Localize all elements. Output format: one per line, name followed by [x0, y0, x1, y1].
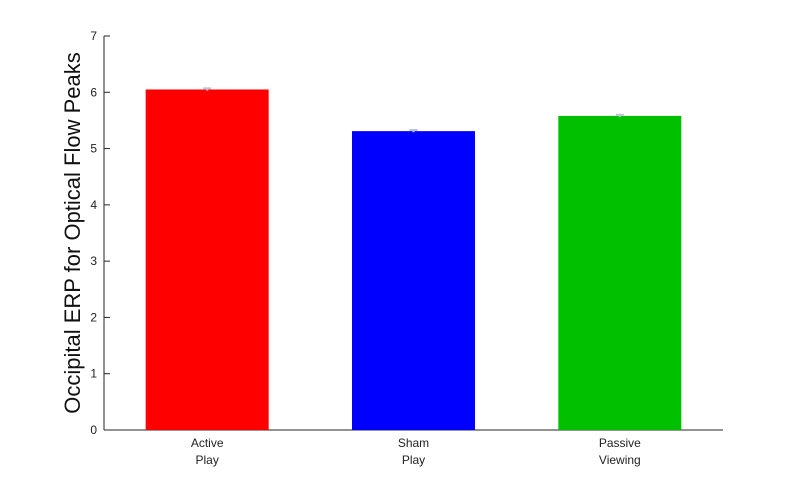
error-bars-group [203, 87, 624, 133]
x-tick-label: Sham Play [398, 436, 429, 467]
y-tick-label: 7 [90, 29, 97, 43]
y-tick-label: 1 [90, 367, 97, 381]
x-axis: Active Play Sham Play Passive Viewing [104, 424, 723, 467]
x-tick-label: Passive Viewing [599, 436, 641, 467]
bar [352, 131, 475, 430]
y-tick-label: 6 [90, 85, 97, 99]
bar [145, 89, 269, 430]
y-axis-title: Occipital ERP for Optical Flow Peaks [60, 52, 85, 414]
bars-group [145, 89, 682, 430]
y-tick-label: 4 [90, 198, 97, 212]
y-tick-label: 5 [90, 142, 97, 156]
y-tick-label: 2 [90, 310, 97, 324]
y-tick-label: 0 [90, 423, 97, 437]
y-tick-label: 3 [90, 254, 97, 268]
y-axis: 0 1 2 3 4 5 6 7 [90, 29, 110, 437]
x-tick-label: Active Play [191, 436, 224, 467]
bar [558, 115, 682, 430]
